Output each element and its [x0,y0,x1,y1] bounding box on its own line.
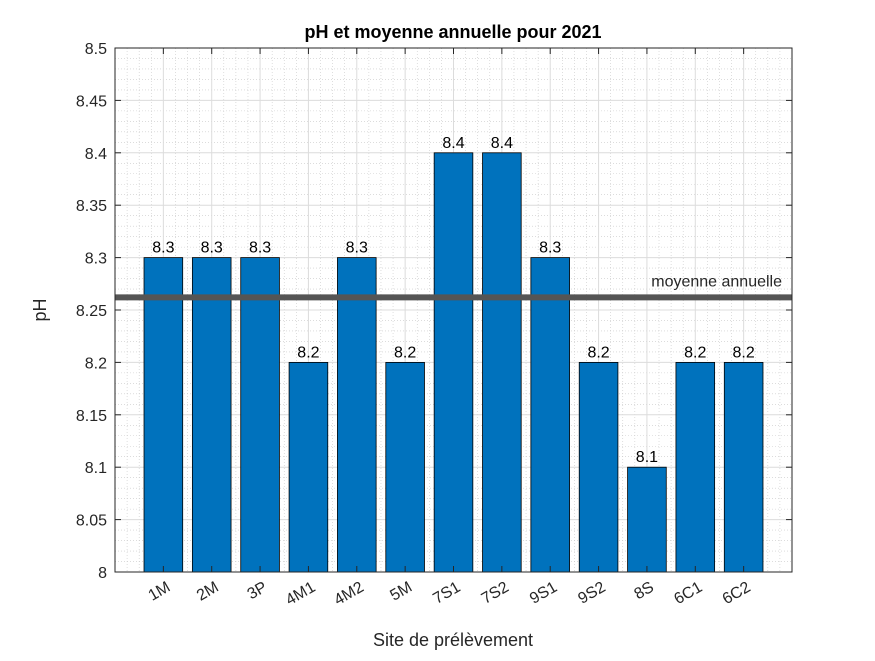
x-tick-label: 4M1 [283,579,319,609]
chart-title: pH et moyenne annuelle pour 2021 [304,22,601,42]
data-label: 8.4 [442,135,464,152]
x-tick-label: 9S1 [527,579,560,608]
y-tick-label: 8.1 [85,460,107,477]
data-label: 8.3 [539,240,561,257]
x-tick-label: 7S1 [430,579,463,608]
y-tick-label: 8.2 [85,355,107,372]
y-tick-label: 8.35 [76,198,107,215]
y-tick-label: 8.05 [76,513,107,530]
y-tick-label: 8.45 [76,93,107,110]
bar-3p [240,257,280,573]
bar-1m [143,257,184,573]
y-tick-label: 8.25 [76,303,107,320]
bar-2m [191,257,232,573]
bar-4m2 [337,257,377,573]
data-labels: 8.3 8.3 8.3 8.2 8.3 8.2 8.4 8.4 8.3 8.2 8.1 8.2 8.2 [152,135,755,466]
x-tick-label: 6C1 [671,579,705,608]
bar-7s2 [482,152,522,573]
bar-6c1 [675,361,716,573]
bars [143,152,764,573]
x-tick-label: 7S2 [479,579,512,608]
x-tick-label: 8S [631,579,656,604]
x-axis-label: Site de prélèvement [373,630,533,650]
x-tick-label: 5M [387,579,415,605]
data-label: 8.2 [297,344,319,361]
data-label: 8.3 [201,240,223,257]
data-label: 8.1 [636,449,658,466]
y-axis-label: pH [30,298,50,321]
data-label: 8.2 [684,344,706,361]
x-tick-label: 1M [146,579,174,605]
data-label: 8.3 [346,240,368,257]
bar-4m1 [288,361,329,573]
reference-line-group: moyenne annuelle [115,273,792,301]
data-label: 8.3 [152,240,174,257]
bar-9s1 [530,257,570,573]
data-label: 8.2 [394,344,416,361]
data-label: 8.2 [587,344,609,361]
bar-6c2 [723,361,764,573]
y-tick-label: 8.3 [85,251,107,268]
data-label: 8.4 [491,135,513,152]
bar-7s1 [433,152,474,573]
bar-9s2 [578,361,619,573]
x-tick-label: 2M [194,579,222,605]
reference-line-label: moyenne annuelle [651,273,782,290]
x-tick-label: 6C2 [720,579,754,608]
bar-8s [627,466,667,573]
x-tick-label: 9S2 [575,579,608,608]
y-tick-label: 8.4 [85,146,107,163]
y-tick-label: 8 [98,565,107,582]
bar-5m [385,361,425,573]
y-tick-label: 8.15 [76,408,107,425]
y-tick-label: 8.5 [85,41,107,58]
data-label: 8.2 [733,344,755,361]
x-tick-label: 4M2 [331,579,367,609]
x-tick-label: 3P [245,579,270,604]
data-label: 8.3 [249,240,271,257]
